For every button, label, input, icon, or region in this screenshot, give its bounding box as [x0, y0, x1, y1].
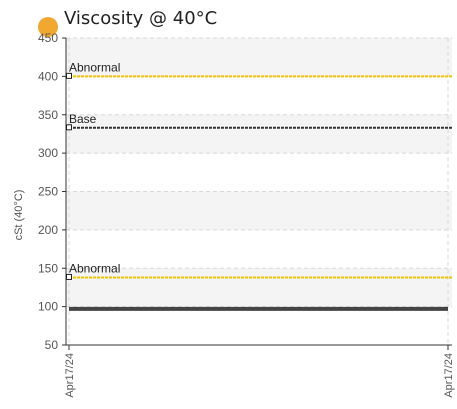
- reference-label: Abnormal: [69, 261, 120, 275]
- reference-marker: [66, 72, 72, 79]
- chart-header: Viscosity @ 40°C: [38, 6, 218, 37]
- reference-marker: [66, 273, 72, 280]
- y-tick-label: 300: [38, 146, 58, 160]
- y-tick-label: 400: [38, 69, 58, 83]
- x-tick-label: Apr17/24: [443, 353, 455, 398]
- y-axis-title: cSt (40°C): [13, 190, 25, 241]
- x-tick-label: Apr17/24: [64, 353, 76, 398]
- reference-label: Abnormal: [69, 60, 120, 74]
- grid-band: [66, 268, 452, 307]
- y-tick-label: 150: [38, 261, 58, 275]
- y-tick-label: 250: [38, 185, 58, 199]
- reference-marker: [66, 124, 72, 131]
- y-tick-label: 450: [38, 31, 58, 45]
- grid-band: [66, 114, 452, 154]
- legend-marker: [38, 17, 58, 37]
- grid-band: [66, 191, 452, 230]
- y-tick-label: 350: [38, 108, 58, 122]
- y-tick-label: 50: [45, 338, 59, 352]
- grid-band: [66, 38, 452, 77]
- chart-title: Viscosity @ 40°C: [64, 7, 218, 29]
- y-tick-label: 200: [38, 223, 58, 237]
- reference-label: Base: [69, 112, 97, 126]
- y-tick-label: 100: [38, 300, 58, 314]
